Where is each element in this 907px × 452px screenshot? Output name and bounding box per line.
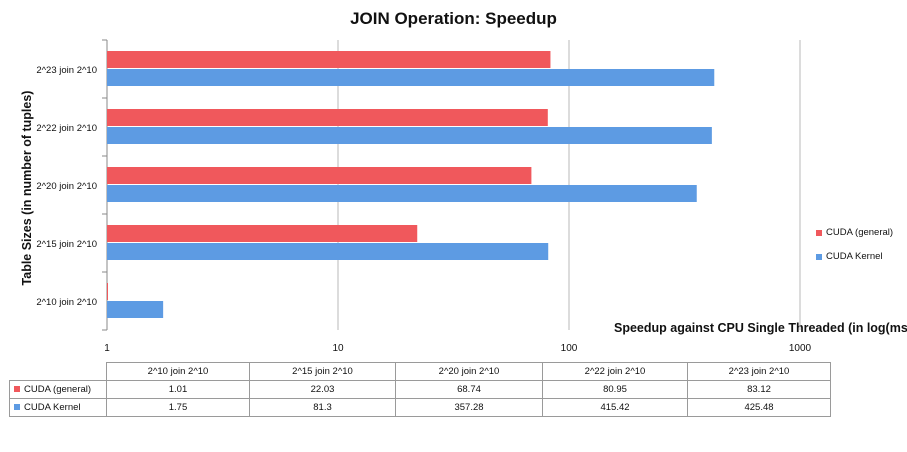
legend-item-cuda-general: CUDA (general) xyxy=(816,226,893,239)
data-table-cell: 1.75 xyxy=(106,398,250,417)
bar-cuda-kernel xyxy=(107,69,715,86)
data-table-header: 2^22 join 2^10 xyxy=(542,362,688,381)
data-table: 2^10 join 2^10 2^15 join 2^10 2^20 join … xyxy=(9,362,831,417)
data-table-cell: 80.95 xyxy=(542,380,688,399)
legend-swatch-cuda-general xyxy=(816,229,822,236)
bar-cuda-general xyxy=(107,283,108,300)
bar-cuda-kernel xyxy=(107,185,697,202)
data-table-series-name: CUDA Kernel xyxy=(24,402,81,413)
bar-cuda-general xyxy=(107,167,532,184)
data-table-header: 2^15 join 2^10 xyxy=(249,362,396,381)
x-axis-label: Speedup against CPU Single Threaded (in … xyxy=(614,321,907,335)
data-table-cell: 415.42 xyxy=(542,398,688,417)
data-table-cell: 81.3 xyxy=(249,398,396,417)
legend-swatch-cuda-kernel xyxy=(816,253,822,260)
data-table-row-label: CUDA Kernel xyxy=(9,398,107,417)
bar-cuda-kernel xyxy=(107,127,712,144)
x-tick-label: 1 xyxy=(104,343,110,354)
data-table-row-cuda-general: CUDA (general) 1.01 22.03 68.74 80.95 83… xyxy=(9,380,831,399)
bar-cuda-kernel xyxy=(107,301,164,318)
data-table-cell: 83.12 xyxy=(687,380,831,399)
legend-label-cuda-general: CUDA (general) xyxy=(826,227,894,238)
data-table-series-name: CUDA (general) xyxy=(24,384,92,395)
y-tick-label: 2^23 join 2^10 xyxy=(36,65,97,76)
bar-cuda-general xyxy=(107,109,548,126)
data-table-cell: 425.48 xyxy=(687,398,831,417)
chart-title: JOIN Operation: Speedup xyxy=(350,9,557,28)
y-tick-label: 2^10 join 2^10 xyxy=(36,297,97,308)
data-table-header: 2^23 join 2^10 xyxy=(687,362,831,381)
bar-cuda-kernel xyxy=(107,243,549,260)
x-tick-label: 1000 xyxy=(789,343,812,354)
x-tick-label: 100 xyxy=(561,343,578,354)
legend-item-cuda-kernel: CUDA Kernel xyxy=(816,250,893,263)
bar-cuda-general xyxy=(107,51,551,68)
data-table-swatch-cuda-general xyxy=(14,386,20,393)
data-table-cell: 22.03 xyxy=(249,380,396,399)
data-table-swatch-cuda-kernel xyxy=(14,404,20,411)
data-table-cell: 357.28 xyxy=(395,398,543,417)
y-tick-label: 2^20 join 2^10 xyxy=(36,181,97,192)
data-table-header: 2^10 join 2^10 xyxy=(106,362,250,381)
x-tick-label: 10 xyxy=(332,343,344,354)
data-table-row-label: CUDA (general) xyxy=(9,380,107,399)
data-table-cell: 68.74 xyxy=(395,380,543,399)
legend-label-cuda-kernel: CUDA Kernel xyxy=(826,251,883,262)
data-table-header: 2^20 join 2^10 xyxy=(395,362,543,381)
data-table-cell: 1.01 xyxy=(106,380,250,399)
data-table-row-cuda-kernel: CUDA Kernel 1.75 81.3 357.28 415.42 425.… xyxy=(9,398,831,417)
bar-cuda-general xyxy=(107,225,418,242)
y-tick-label: 2^22 join 2^10 xyxy=(36,123,97,134)
legend: CUDA (general) CUDA Kernel xyxy=(816,226,893,274)
y-tick-label: 2^15 join 2^10 xyxy=(36,239,97,250)
data-table-corner xyxy=(9,362,107,381)
data-table-header-row: 2^10 join 2^10 2^15 join 2^10 2^20 join … xyxy=(9,362,831,381)
